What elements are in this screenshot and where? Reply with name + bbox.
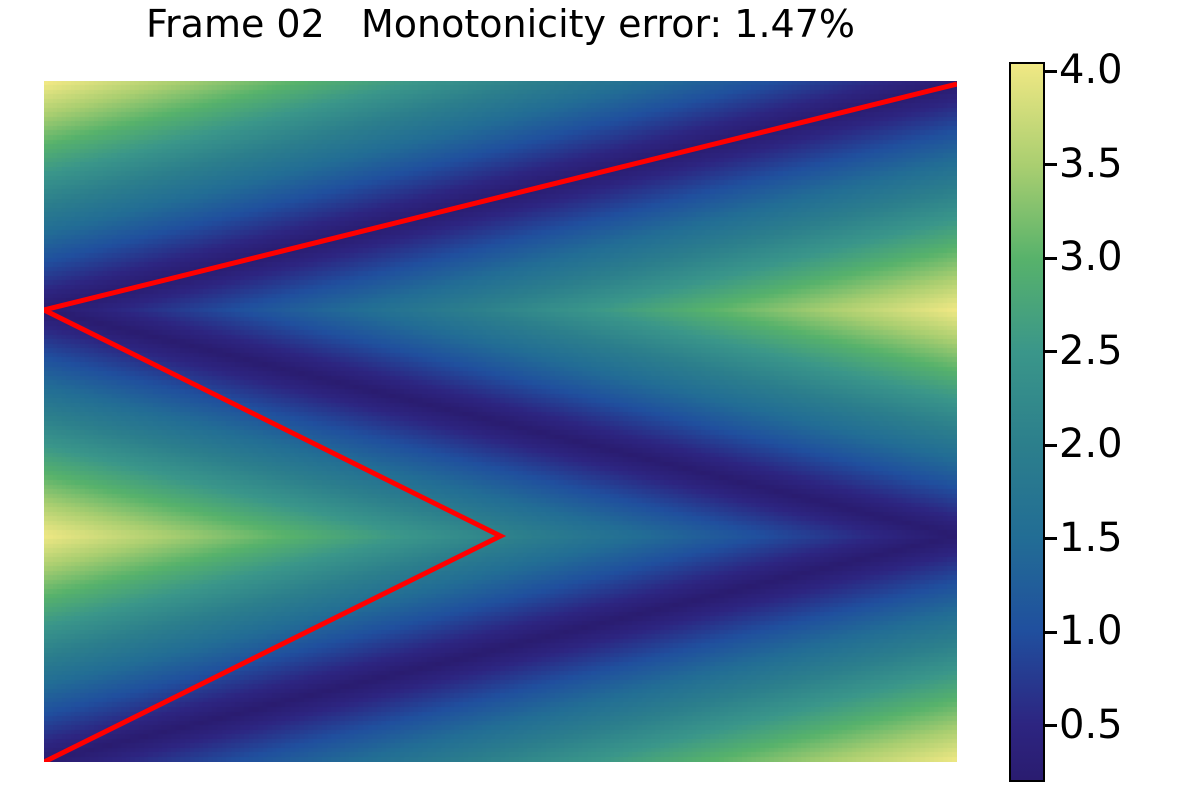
colorbar-tick-label: 1.0 <box>1059 608 1123 655</box>
colorbar-tick-label: 0.5 <box>1059 701 1123 748</box>
colorbar-gradient <box>1011 64 1043 780</box>
colorbar-tick-label: 3.0 <box>1059 234 1123 281</box>
colorbar <box>1009 62 1045 782</box>
colorbar-tick <box>1045 537 1057 541</box>
colorbar-tick <box>1045 256 1057 260</box>
colorbar-tick-label: 1.5 <box>1059 514 1123 561</box>
colorbar-tick-label: 2.0 <box>1059 421 1123 468</box>
colorbar-tick <box>1045 443 1057 447</box>
colorbar-tick <box>1045 630 1057 634</box>
colorbar-tick <box>1045 163 1057 167</box>
colorbar-tick <box>1045 350 1057 354</box>
chart-title: Frame 02 Monotonicity error: 1.47% <box>145 2 856 46</box>
colorbar-tick-label: 4.0 <box>1059 47 1123 94</box>
colorbar-tick <box>1045 69 1057 73</box>
heatmap-canvas <box>44 81 957 762</box>
colorbar-tick-label: 3.5 <box>1059 140 1123 187</box>
colorbar-tick-label: 2.5 <box>1059 327 1123 374</box>
colorbar-tick <box>1045 724 1057 728</box>
